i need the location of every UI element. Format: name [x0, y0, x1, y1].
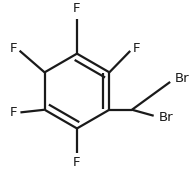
Text: F: F: [73, 156, 81, 169]
Text: Br: Br: [174, 72, 189, 85]
Text: F: F: [133, 42, 140, 55]
Text: F: F: [73, 2, 81, 15]
Text: Br: Br: [159, 111, 173, 124]
Text: F: F: [9, 106, 17, 119]
Text: F: F: [9, 42, 17, 55]
